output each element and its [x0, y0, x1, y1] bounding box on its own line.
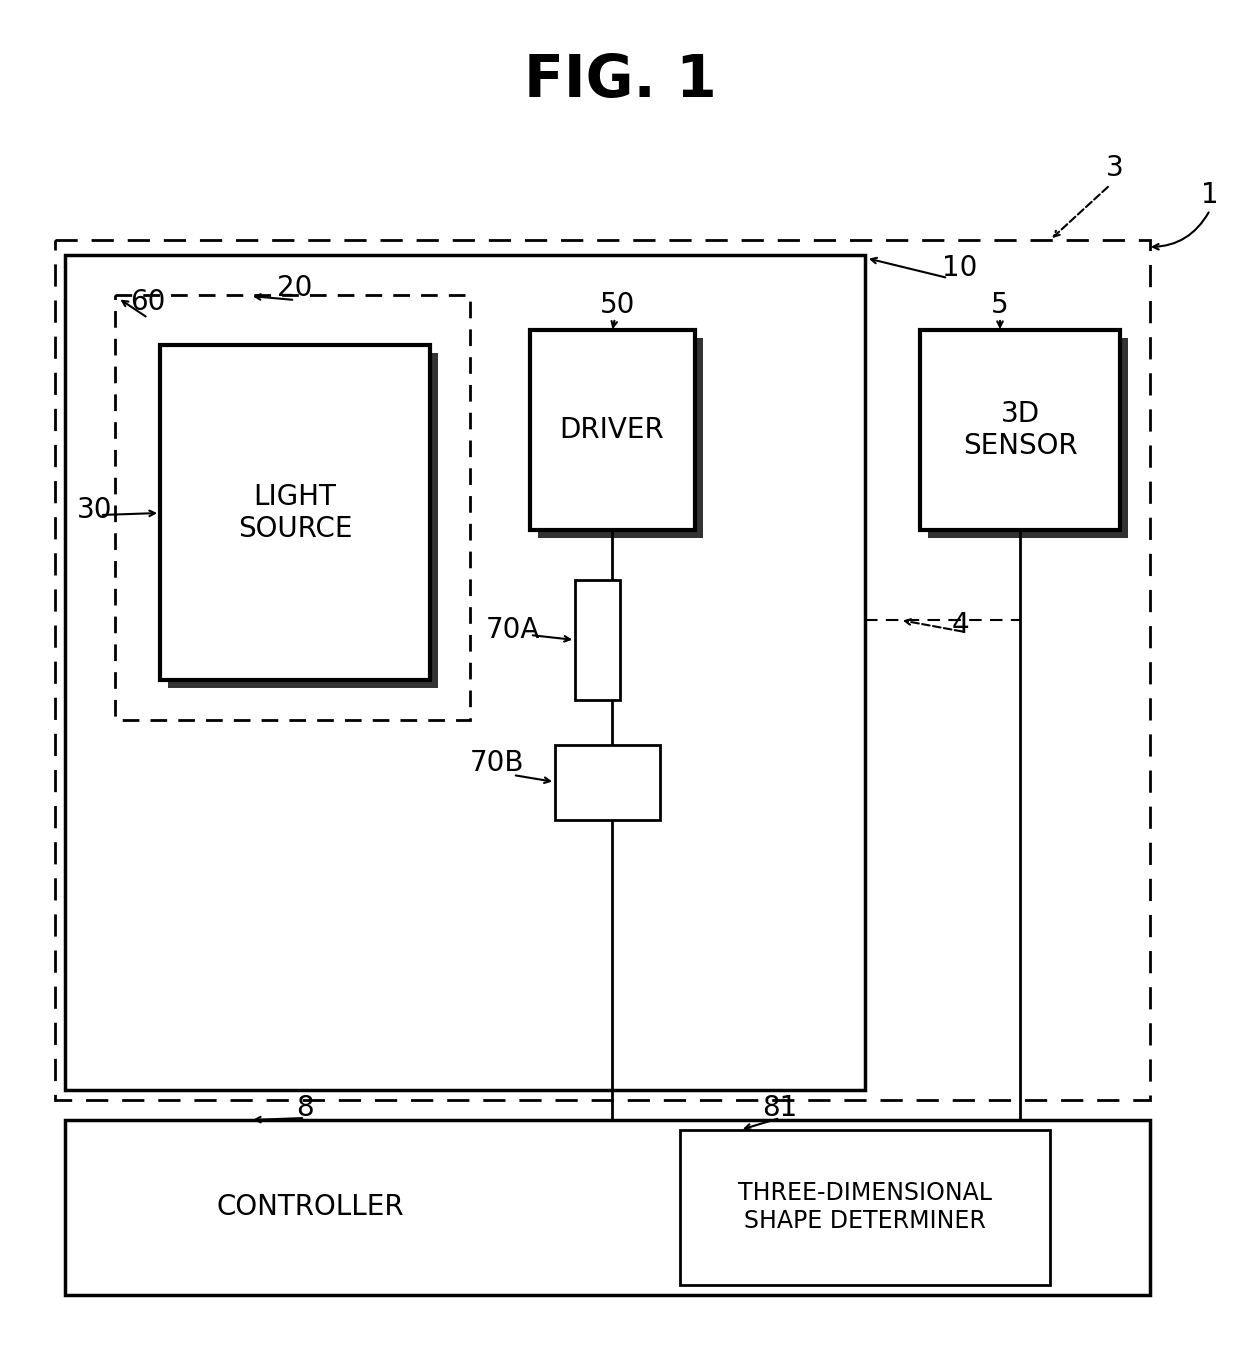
Text: 60: 60 — [130, 288, 166, 315]
Text: 5: 5 — [991, 291, 1009, 319]
Bar — [160, 345, 430, 679]
Bar — [680, 1130, 1050, 1285]
Bar — [928, 338, 1128, 538]
Bar — [55, 240, 1149, 1100]
Text: 50: 50 — [600, 291, 636, 319]
Bar — [556, 745, 660, 820]
Bar — [529, 330, 694, 530]
Text: FIG. 1: FIG. 1 — [523, 51, 717, 108]
Text: 4: 4 — [951, 611, 968, 639]
Text: 70A: 70A — [486, 616, 541, 644]
Text: LIGHT
SOURCE: LIGHT SOURCE — [238, 483, 352, 543]
Text: 3D
SENSOR: 3D SENSOR — [962, 400, 1078, 460]
Bar — [115, 295, 470, 720]
Text: DRIVER: DRIVER — [559, 417, 665, 443]
Bar — [167, 353, 438, 687]
Text: 70B: 70B — [470, 749, 525, 776]
Text: THREE-DIMENSIONAL
SHAPE DETERMINER: THREE-DIMENSIONAL SHAPE DETERMINER — [738, 1181, 992, 1233]
Bar — [538, 338, 703, 538]
Text: 10: 10 — [942, 253, 977, 282]
Bar — [575, 580, 620, 700]
Bar — [64, 1120, 1149, 1295]
Bar — [64, 255, 866, 1091]
Text: 20: 20 — [278, 274, 312, 302]
Text: 8: 8 — [296, 1095, 314, 1122]
Text: 30: 30 — [77, 496, 113, 524]
Bar — [920, 330, 1120, 530]
Text: 3: 3 — [1106, 154, 1123, 182]
Text: 81: 81 — [763, 1095, 797, 1122]
Text: 1: 1 — [1202, 181, 1219, 209]
Text: CONTROLLER: CONTROLLER — [216, 1193, 404, 1221]
